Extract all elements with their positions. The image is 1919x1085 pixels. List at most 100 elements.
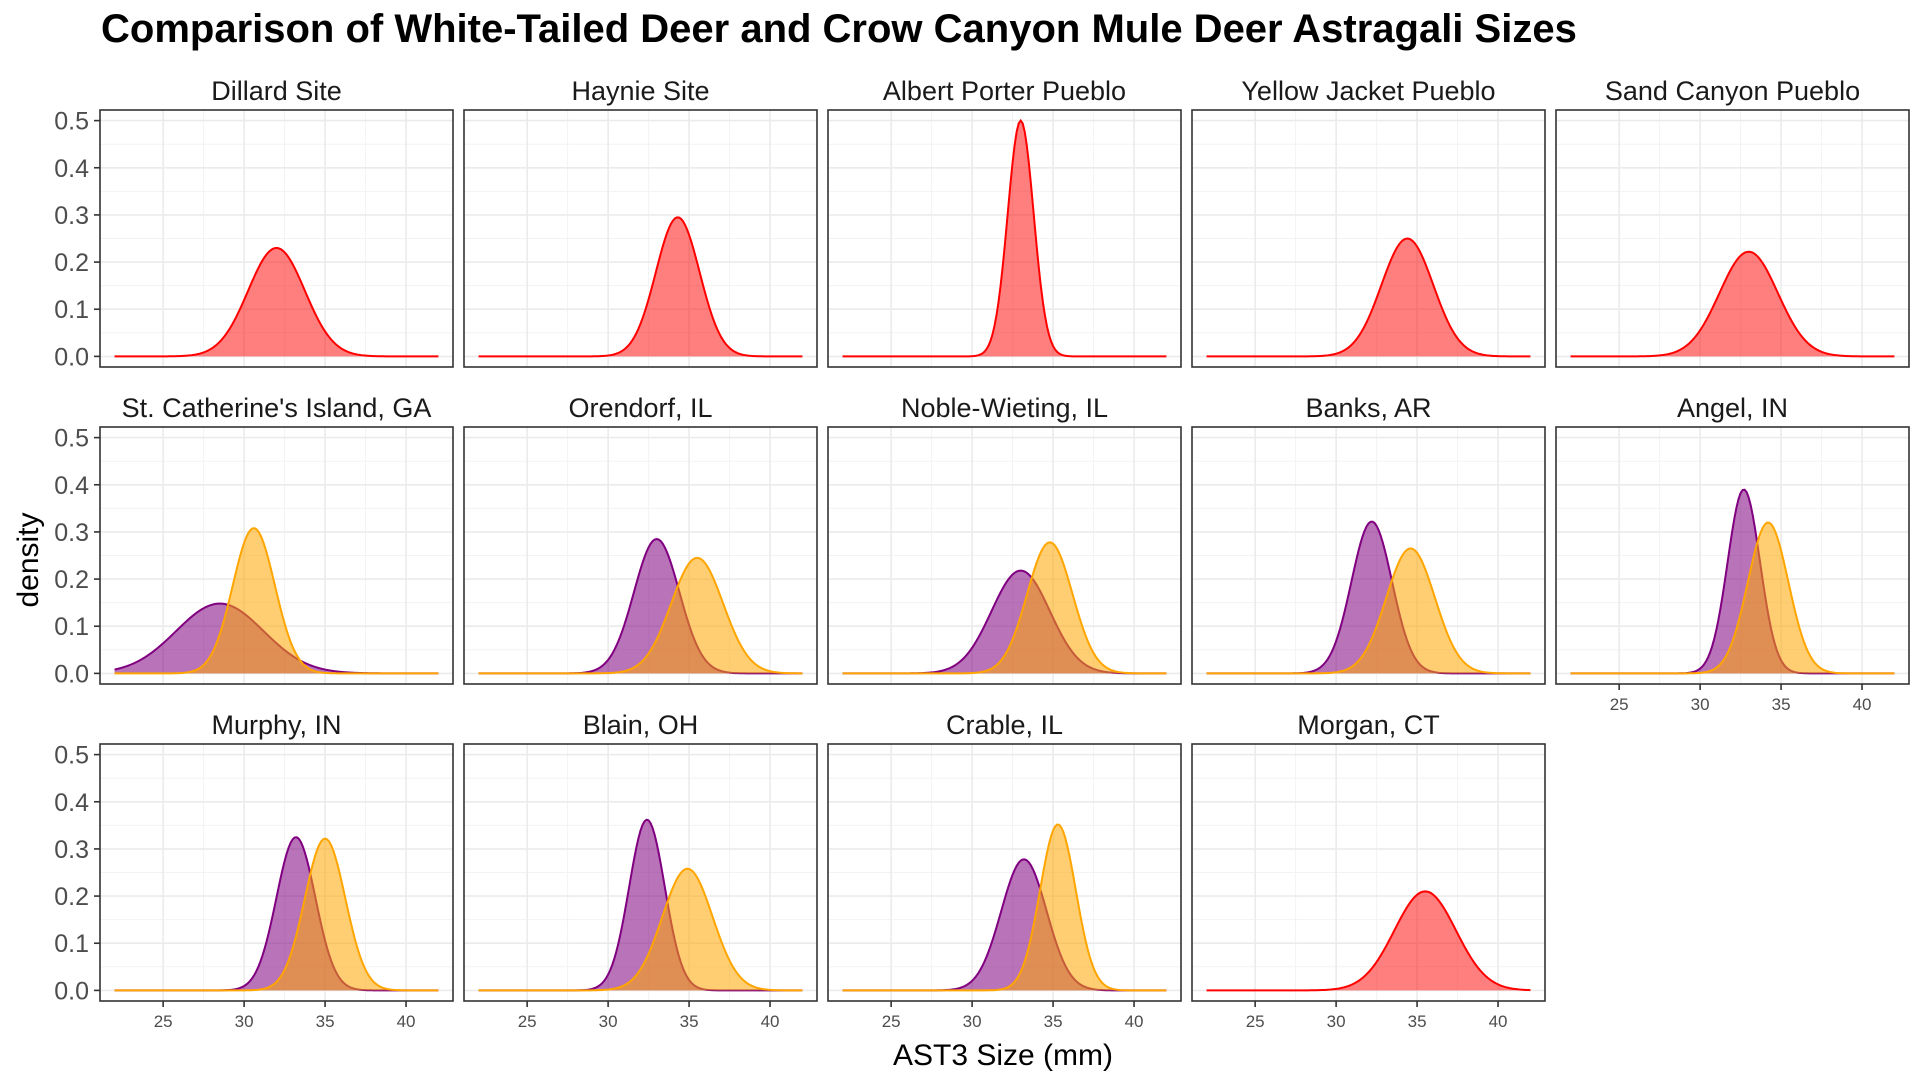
panel-border: [827, 743, 1182, 1002]
density-area-purple: [478, 819, 803, 991]
y-tick-label: 0.4: [54, 789, 89, 817]
x-tick-label: 35: [316, 1012, 335, 1031]
x-tick-label: 40: [1125, 1012, 1144, 1031]
y-tick-label: 0.0: [54, 343, 89, 371]
density-area-purple: [114, 603, 439, 674]
x-tick-label: 40: [397, 1012, 416, 1031]
density-curves: [114, 246, 439, 358]
density-line-orange: [478, 556, 803, 675]
density-area-red: [842, 120, 1167, 357]
x-axis-label: AST3 Size (mm): [893, 1039, 1113, 1072]
density-line-red: [842, 118, 1167, 358]
x-tick-label: 25: [518, 1012, 537, 1031]
density-line-red: [1570, 250, 1895, 358]
density-area-red: [478, 217, 803, 357]
density-area-orange: [842, 824, 1167, 991]
density-curves: [1206, 237, 1531, 358]
panel-border: [1555, 426, 1910, 685]
x-tick-label: 30: [235, 1012, 254, 1031]
facet-panel: Angel, IN 25 30 35 40: [1555, 393, 1910, 714]
facet-title: Haynie Site: [571, 76, 709, 106]
facet-title: Blain, OH: [583, 710, 699, 740]
density-line-orange: [114, 527, 439, 675]
facet-panel: Morgan, CT 25 30 35 40: [1191, 710, 1546, 1031]
density-line-orange: [1206, 547, 1531, 675]
x-tick-label: 40: [1853, 695, 1872, 714]
density-curves: [478, 537, 803, 675]
y-tick-label: 0.1: [54, 296, 89, 324]
y-tick-label: 0.5: [54, 108, 89, 136]
panel-border: [463, 109, 818, 368]
x-tick-label: 25: [1246, 1012, 1265, 1031]
panel-border: [1555, 109, 1910, 368]
x-tick-label: 25: [882, 1012, 901, 1031]
facet-panel: Crable, IL 25 30 35 40: [827, 710, 1182, 1031]
density-area-red: [114, 247, 439, 357]
y-tick-label: 0.0: [54, 977, 89, 1005]
facet-panel: Sand Canyon Pueblo: [1555, 76, 1910, 368]
density-curves: [478, 818, 803, 992]
density-curves: [114, 836, 439, 992]
y-tick-label: 0.2: [54, 883, 89, 911]
x-tick-label: 30: [1691, 695, 1710, 714]
density-area-orange: [478, 557, 803, 674]
y-tick-label: 0.3: [54, 519, 89, 547]
facet-panel: Noble-Wieting, IL: [827, 393, 1182, 685]
facet-panel: Dillard Site 0.0 0.1 0.2 0.3 0.4 0.5: [54, 76, 454, 371]
density-curves: [1570, 250, 1895, 358]
facet-panel: Blain, OH 25 30 35 40: [463, 710, 818, 1031]
density-curves: [1206, 890, 1531, 992]
x-tick-label: 30: [1327, 1012, 1346, 1031]
y-tick-label: 0.5: [54, 742, 89, 770]
x-tick-label: 40: [761, 1012, 780, 1031]
density-area-red: [1206, 891, 1531, 991]
density-line-red: [1206, 890, 1531, 992]
facet-title: Orendorf, IL: [568, 393, 712, 423]
panel-border: [1191, 426, 1546, 685]
y-tick-label: 0.2: [54, 566, 89, 594]
x-tick-label: 35: [1044, 1012, 1063, 1031]
density-curves: [842, 823, 1167, 992]
density-area-purple: [1570, 489, 1895, 674]
density-curves: [842, 541, 1167, 675]
x-tick-label: 40: [1489, 1012, 1508, 1031]
chart-title: Comparison of White-Tailed Deer and Crow…: [101, 7, 1577, 51]
density-line-orange: [842, 541, 1167, 675]
x-tick-label: 25: [1610, 695, 1629, 714]
density-line-red: [1206, 237, 1531, 358]
facet-panel: Haynie Site: [463, 76, 818, 368]
density-curves: [114, 527, 439, 675]
facet-title: Crable, IL: [946, 710, 1063, 740]
y-tick-label: 0.3: [54, 836, 89, 864]
density-area-orange: [1206, 548, 1531, 674]
density-area-orange: [842, 542, 1167, 674]
facet-title: Angel, IN: [1677, 393, 1788, 423]
density-curves: [1206, 520, 1531, 675]
density-area-purple: [842, 859, 1167, 991]
facet-title: Noble-Wieting, IL: [901, 393, 1108, 423]
density-area-purple: [114, 837, 439, 991]
facet-panel: Banks, AR: [1191, 393, 1546, 685]
y-tick-label: 0.1: [54, 930, 89, 958]
density-area-orange: [114, 528, 439, 674]
panel-border: [99, 743, 454, 1002]
density-line-orange: [114, 837, 439, 992]
facet-title: Albert Porter Pueblo: [883, 76, 1126, 106]
x-tick-label: 35: [680, 1012, 699, 1031]
x-tick-label: 25: [154, 1012, 173, 1031]
panel-grid: [828, 110, 1181, 367]
y-tick-label: 0.1: [54, 613, 89, 641]
panel-border: [1191, 743, 1546, 1002]
facet-title: Sand Canyon Pueblo: [1605, 76, 1860, 106]
density-line-orange: [1570, 521, 1895, 675]
y-tick-label: 0.5: [54, 425, 89, 453]
facet-panels: Dillard Site 0.0 0.1 0.2 0.3 0.4 0.5 Haynie Sit…: [54, 76, 1910, 1031]
density-curves: [478, 216, 803, 358]
density-area-purple: [1206, 521, 1531, 674]
x-tick-label: 30: [599, 1012, 618, 1031]
y-tick-label: 0.2: [54, 249, 89, 277]
density-area-purple: [478, 539, 803, 674]
facet-title: St. Catherine's Island, GA: [122, 393, 432, 423]
